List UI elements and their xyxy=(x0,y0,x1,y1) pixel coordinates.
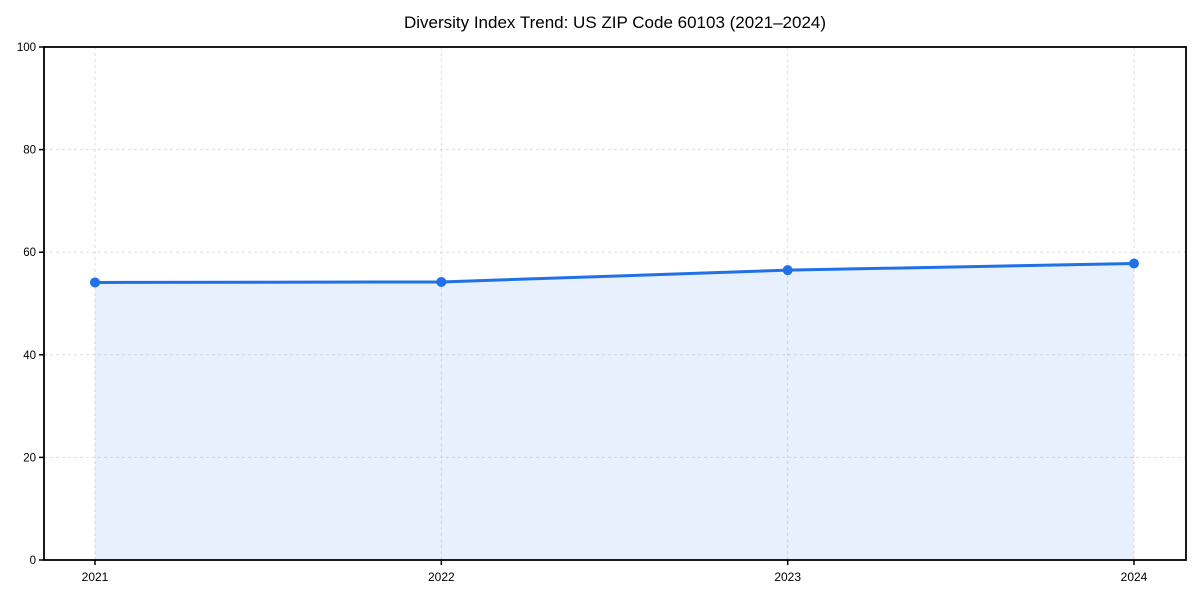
y-tick-label: 0 xyxy=(30,555,36,567)
area-fill xyxy=(95,263,1134,560)
plot-frame xyxy=(43,46,1187,561)
x-tick-label: 2024 xyxy=(1121,570,1148,584)
y-tick-label: 80 xyxy=(23,145,36,157)
x-tick-label: 2021 xyxy=(82,570,109,584)
x-tick-label: 2023 xyxy=(774,570,801,584)
data-point xyxy=(436,276,447,287)
y-tick-label: 20 xyxy=(23,452,36,464)
data-point xyxy=(90,277,100,288)
x-tick-label: 2022 xyxy=(428,570,455,584)
y-tick-label: 60 xyxy=(23,247,36,259)
data-point xyxy=(782,265,793,276)
data-point xyxy=(1129,258,1139,269)
y-tick-label: 100 xyxy=(17,42,36,54)
trend-line xyxy=(93,261,1136,284)
chart-title: Diversity Index Trend: US ZIP Code 60103… xyxy=(403,13,827,32)
y-tick-label: 40 xyxy=(23,350,36,362)
